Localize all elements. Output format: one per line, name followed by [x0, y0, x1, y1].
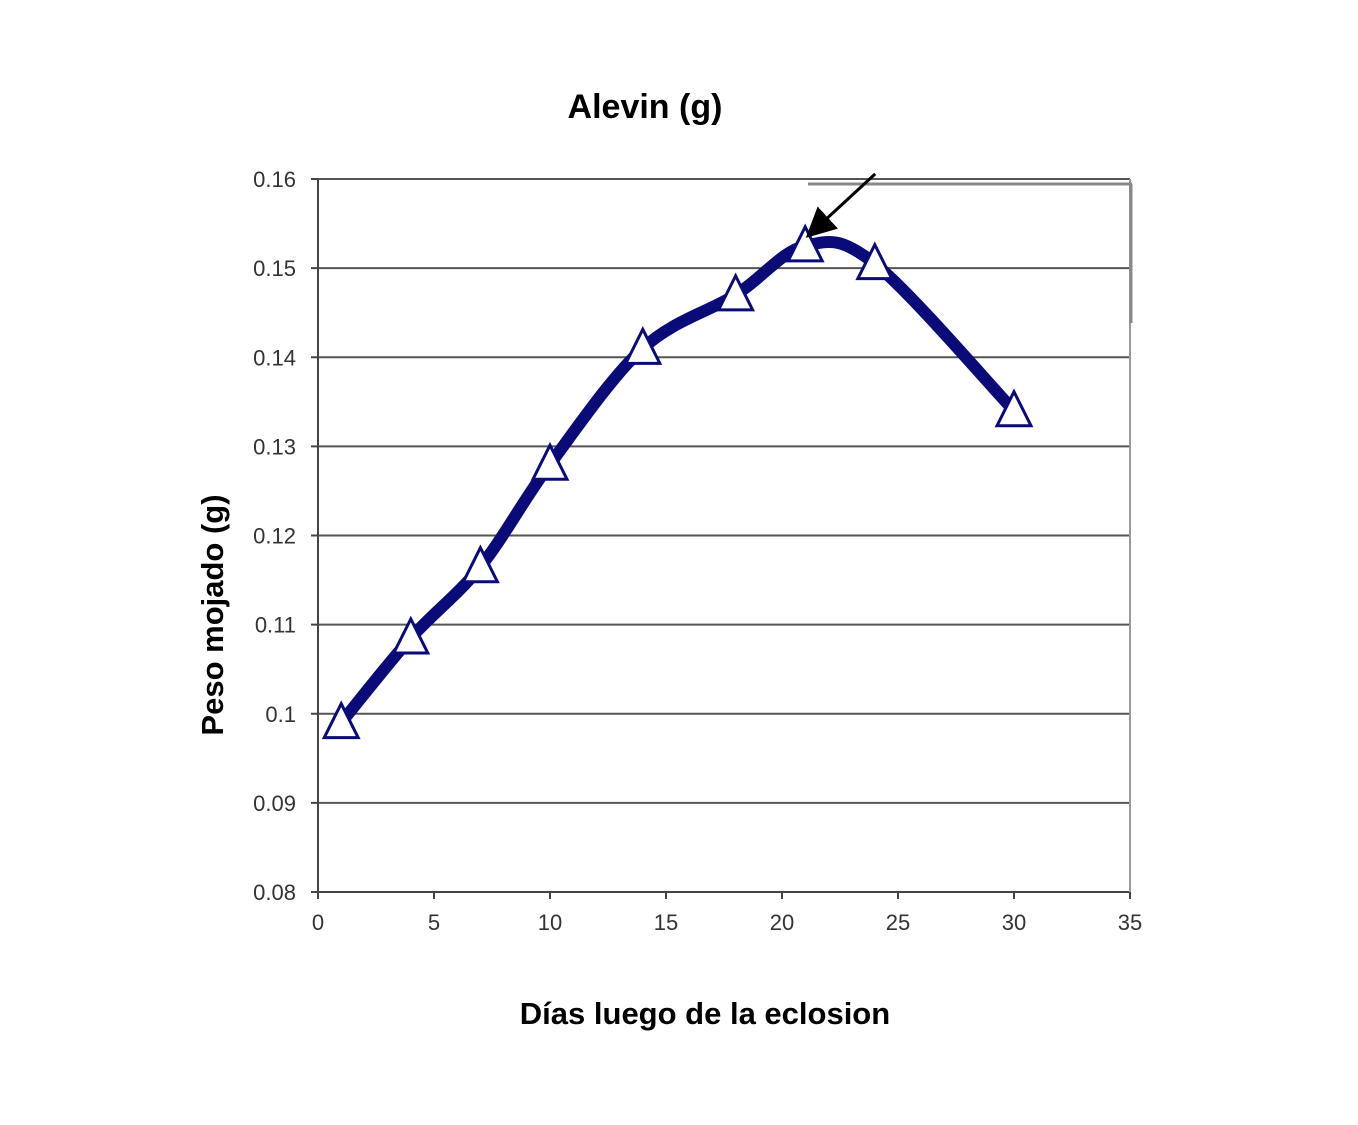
chart-title: Alevin (g) — [567, 88, 723, 126]
data-series — [335, 236, 1020, 729]
y-tick-label: 0.16 — [253, 167, 296, 192]
y-tick-label: 0.08 — [253, 880, 296, 905]
triangle-marker — [994, 388, 1034, 428]
x-tick-label: 0 — [312, 910, 324, 935]
x-tick-label: 25 — [886, 910, 910, 935]
x-tick-label: 35 — [1118, 910, 1142, 935]
triangle-marker — [623, 325, 663, 365]
data-markers — [321, 223, 1034, 740]
x-tick-label: 5 — [428, 910, 440, 935]
gridlines — [318, 178, 1130, 804]
plot-frame — [317, 179, 1133, 893]
y-tick-label: 0.14 — [253, 345, 296, 370]
annotation-arrow-line — [805, 172, 877, 238]
x-tick-label: 15 — [654, 910, 678, 935]
series-line — [335, 236, 1020, 729]
x-tick-label: 20 — [770, 910, 794, 935]
triangle-marker — [460, 544, 500, 584]
triangle-marker — [321, 700, 361, 740]
triangle-marker — [855, 241, 895, 281]
annotation-arrow — [805, 172, 877, 238]
y-tick-label: 0.15 — [253, 256, 296, 281]
y-tick-label: 0.1 — [265, 702, 296, 727]
y-tick-label: 0.12 — [253, 524, 296, 549]
y-axis-label: Peso mojado (g) — [195, 494, 230, 736]
x-tick-label: 30 — [1002, 910, 1026, 935]
y-tick-label: 0.13 — [253, 434, 296, 459]
triangle-marker — [716, 272, 756, 312]
y-tick-label: 0.09 — [253, 791, 296, 816]
x-axis-label: Días luego de la eclosion — [519, 996, 891, 1031]
triangle-marker — [785, 223, 825, 263]
axis-ticks: 0.08 0.09 0.1 0.11 0.12 0.13 0.14 0.15 0.16 0 5 10 1… — [253, 167, 1142, 935]
y-tick-label: 0.11 — [255, 613, 296, 638]
x-tick-label: 10 — [538, 910, 562, 935]
triangle-marker — [530, 441, 570, 481]
triangle-marker — [391, 615, 431, 655]
